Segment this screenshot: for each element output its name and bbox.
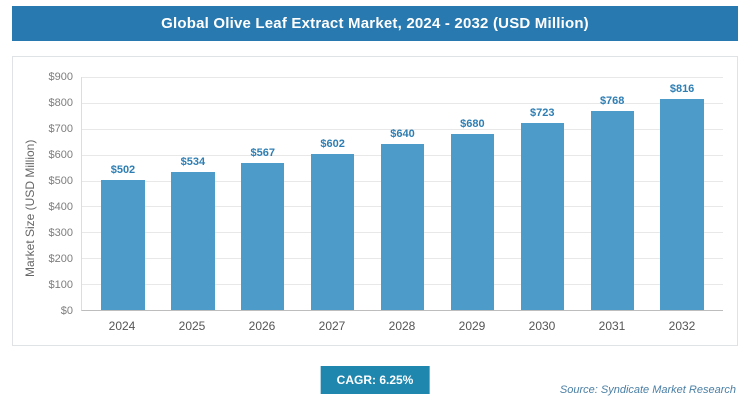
bar-value-label: $640 (390, 128, 415, 141)
x-tick-label: 2026 (248, 319, 276, 333)
bar[interactable] (101, 180, 145, 310)
y-tick-label: $800 (48, 97, 73, 109)
chart-body: $0 $100 $200 $300 $400 $500 $600 $700 $800 $900 $… (39, 71, 723, 339)
bar-column: $723 (507, 77, 577, 310)
bar[interactable] (241, 163, 285, 310)
bar-value-label: $534 (180, 155, 206, 168)
x-tick-label: 2027 (318, 319, 346, 333)
y-tick-label: $300 (48, 227, 73, 240)
bar[interactable] (520, 122, 564, 310)
source-text: Source: Syndicate Market Research (559, 384, 736, 396)
bar-value-label: $723 (530, 106, 555, 119)
bar-value-label: $567 (250, 147, 275, 160)
bars-container: $502 $534 $567 $602 $640 $680 $723 $768 $816 (88, 77, 717, 310)
bar-column: $567 (228, 77, 298, 310)
gridline (82, 128, 723, 130)
x-tick-label: 2025 (178, 319, 206, 333)
plot-area: $502 $534 $567 $602 $640 $680 $723 $768 $816 (81, 77, 723, 311)
bar[interactable] (590, 111, 634, 310)
x-tick-label: 2024 (108, 319, 136, 333)
bar[interactable] (450, 133, 495, 310)
bar-value-label: $768 (599, 95, 625, 108)
bar-column: $816 (647, 77, 717, 310)
y-tick-label: $200 (48, 253, 73, 265)
bar-value-label: $602 (320, 138, 345, 151)
x-axis-labels: 2024 2025 2026 2027 2028 2029 2030 2031 2032 (81, 311, 723, 339)
bar-column: $680 (437, 77, 507, 310)
bar-value-label: $816 (669, 82, 695, 95)
chart-frame: Market Size (USD Million) $0 $100 $200 $300… (12, 56, 738, 346)
bar[interactable] (380, 144, 425, 310)
y-tick-label: $600 (48, 149, 73, 162)
x-tick-label: 2032 (668, 319, 696, 333)
x-tick-label: 2028 (388, 319, 416, 333)
y-tick-label: $500 (48, 175, 73, 187)
y-axis-label: Market Size (USD Million) (23, 139, 37, 277)
y-tick-label: $900 (48, 71, 73, 83)
y-tick-label: $0 (60, 305, 73, 317)
bar-value-label: $680 (460, 117, 485, 130)
x-tick-label: 2029 (458, 319, 486, 333)
bar-column: $602 (298, 77, 368, 310)
bar-column: $534 (158, 77, 228, 310)
y-tick-label: $400 (48, 201, 73, 213)
x-tick-label: 2030 (528, 319, 556, 333)
chart-title: Global Olive Leaf Extract Market, 2024 -… (12, 6, 738, 41)
gridline (82, 102, 723, 104)
bar-value-label: $502 (110, 164, 136, 177)
plot-row: $0 $100 $200 $300 $400 $500 $600 $700 $800 $900 $… (39, 71, 723, 317)
x-tick-label: 2031 (598, 319, 626, 333)
bar[interactable] (310, 154, 355, 310)
cagr-badge: CAGR: 6.25% (320, 366, 430, 394)
bar-column: $768 (577, 77, 647, 310)
y-tick-label: $100 (48, 279, 73, 291)
bar-column: $640 (368, 77, 438, 310)
gridline (82, 77, 723, 78)
y-axis-ticks: $0 $100 $200 $300 $400 $500 $600 $700 $800 $900 (39, 71, 81, 317)
bar-column: $502 (88, 77, 158, 310)
y-tick-label: $700 (48, 123, 73, 135)
bar[interactable] (171, 171, 215, 310)
bar[interactable] (660, 98, 704, 310)
